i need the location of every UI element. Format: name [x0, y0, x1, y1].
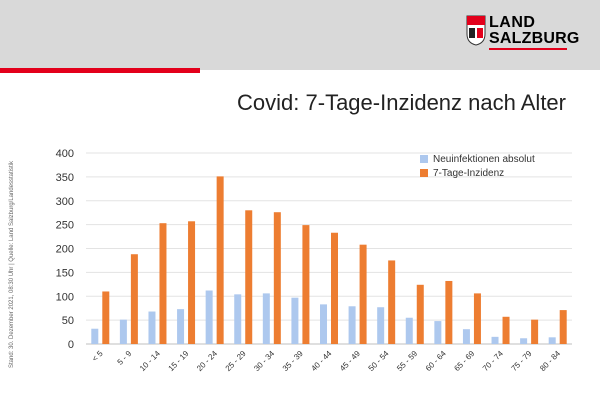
x-tick-label: 10 - 14: [138, 349, 162, 373]
x-tick-label: 20 - 24: [195, 349, 219, 373]
land-salzburg-logo: LAND SALZBURG: [466, 14, 580, 54]
bar-neuinfektionen: [177, 309, 185, 344]
legend-label: 7-Tage-Inzidenz: [433, 167, 505, 179]
bar-neuinfektionen: [91, 328, 99, 344]
bar-inzidenz: [159, 223, 167, 344]
bar-inzidenz: [416, 284, 424, 344]
bar-inzidenz: [559, 310, 567, 344]
y-tick-label: 50: [62, 315, 74, 327]
y-tick-label: 350: [56, 172, 74, 184]
x-tick-label: 60 - 64: [424, 349, 448, 373]
y-tick-label: 300: [56, 196, 74, 208]
bar-neuinfektionen: [148, 311, 156, 344]
x-tick-label: 50 - 54: [367, 349, 391, 373]
bar-inzidenz: [359, 244, 367, 344]
bar-neuinfektionen: [348, 306, 356, 344]
y-tick-label: 250: [56, 220, 74, 232]
bar-inzidenz: [388, 260, 396, 344]
logo-text-line1: LAND: [489, 14, 536, 31]
legend-swatch: [420, 169, 428, 177]
x-tick-label: 15 - 19: [166, 349, 190, 373]
page-title: Covid: 7-Tage-Inzidenz nach Alter: [237, 90, 566, 115]
bar-inzidenz: [273, 212, 281, 344]
x-tick-label: 40 - 44: [309, 349, 333, 373]
legend-item-inzidenz: 7-Tage-Inzidenz: [420, 166, 535, 180]
x-tick-label: 5 - 9: [116, 349, 134, 367]
bar-inzidenz: [188, 221, 196, 344]
x-tick-label: 35 - 39: [281, 349, 305, 373]
logo-underline: [489, 48, 567, 50]
bar-inzidenz: [473, 293, 481, 344]
bar-neuinfektionen: [434, 321, 442, 344]
bar-inzidenz: [102, 291, 110, 344]
bar-inzidenz: [245, 210, 253, 344]
bar-inzidenz: [502, 316, 510, 344]
legend-swatch: [420, 155, 428, 163]
x-tick-label: 65 - 69: [452, 349, 476, 373]
x-tick-label: < 5: [90, 349, 105, 364]
logo-text-line2: SALZBURG: [489, 30, 580, 47]
bar-inzidenz: [302, 225, 310, 344]
bar-neuinfektionen: [377, 307, 385, 344]
bar-neuinfektionen: [405, 317, 413, 344]
bar-inzidenz: [130, 254, 138, 344]
bar-inzidenz: [331, 232, 338, 344]
y-tick-label: 0: [68, 339, 74, 351]
bar-neuinfektionen: [205, 290, 213, 344]
y-tick-label: 150: [56, 267, 74, 279]
header-bar: [0, 0, 600, 70]
bar-inzidenz: [216, 176, 224, 344]
bar-neuinfektionen: [462, 329, 470, 344]
bar-inzidenz: [445, 280, 453, 344]
bar-neuinfektionen: [320, 304, 327, 344]
bar-neuinfektionen: [262, 293, 270, 344]
x-tick-label: 25 - 29: [224, 349, 248, 373]
bar-neuinfektionen: [234, 294, 242, 344]
bar-neuinfektionen: [491, 336, 499, 344]
bar-neuinfektionen: [520, 338, 528, 344]
y-tick-label: 400: [56, 148, 74, 160]
accent-line: [0, 68, 200, 73]
bar-neuinfektionen: [291, 297, 299, 344]
y-tick-label: 100: [56, 291, 74, 303]
coat-of-arms-icon: [466, 15, 486, 46]
x-tick-label: 80 - 84: [538, 349, 562, 373]
y-tick-label: 200: [56, 244, 74, 256]
bar-neuinfektionen: [119, 319, 127, 344]
x-tick-label: 55 - 59: [395, 349, 419, 373]
x-tick-label: 70 - 74: [481, 349, 505, 373]
legend-item-neuinfektionen: Neuinfektionen absolut: [420, 152, 535, 166]
legend-label: Neuinfektionen absolut: [433, 153, 535, 165]
x-tick-label: 45 - 49: [338, 349, 362, 373]
bar-inzidenz: [531, 319, 539, 344]
chart-legend: Neuinfektionen absolut 7-Tage-Inzidenz: [420, 152, 535, 180]
x-tick-label: 75 - 79: [510, 349, 534, 373]
x-tick-label: 30 - 34: [252, 349, 276, 373]
bar-neuinfektionen: [548, 337, 556, 344]
